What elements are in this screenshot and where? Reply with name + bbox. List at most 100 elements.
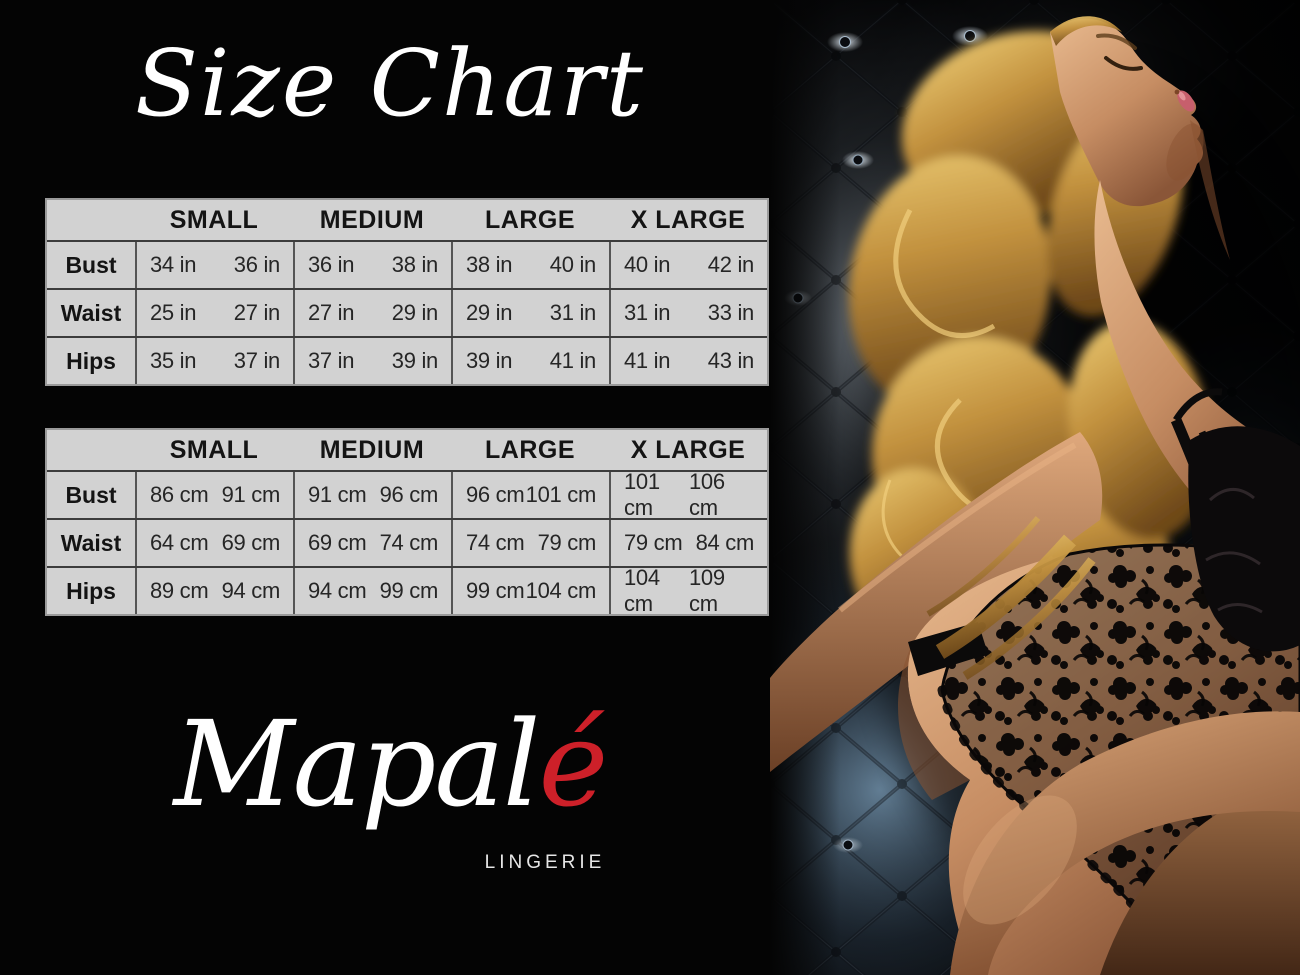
- measurement-value: 36 in: [233, 252, 281, 277]
- measurement-value: 69 cm: [308, 530, 367, 555]
- size-cell: 37 in 39 in: [293, 338, 451, 384]
- measurement-value: 31 in: [624, 300, 671, 325]
- measurement-value: 29 in: [391, 300, 439, 325]
- measurement-value: 39 in: [391, 348, 439, 373]
- row-label: Bust: [65, 251, 117, 278]
- size-cell: 40 in 42 in: [609, 242, 767, 288]
- measurement-value: 99 cm: [466, 578, 525, 603]
- measurement-value: 37 in: [233, 348, 281, 373]
- measurement-value: 25 in: [150, 300, 197, 325]
- size-cell: 35 in 37 in: [135, 338, 293, 384]
- row-label: Waist: [60, 529, 122, 556]
- measurement-value: 86 cm: [150, 482, 209, 507]
- brand-tagline: LINGERIE: [484, 852, 606, 873]
- size-cell: 74 cm 79 cm: [451, 520, 609, 566]
- size-cell: 89 cm 94 cm: [135, 568, 293, 614]
- size-column-header: SMALL: [169, 435, 259, 464]
- table-header-row: SMALL MEDIUM LARGE X LARGE: [47, 430, 767, 470]
- measurement-value: 94 cm: [221, 578, 281, 603]
- table-header-row: SMALL MEDIUM LARGE X LARGE: [47, 200, 767, 240]
- size-cell: 86 cm 91 cm: [135, 472, 293, 518]
- size-cell: 96 cm 101 cm: [451, 472, 609, 518]
- size-cell: 38 in 40 in: [451, 242, 609, 288]
- size-column-header: LARGE: [485, 205, 575, 234]
- table-row: Hips 89 cm 94 cm 94 cm 99 cm 99 cm 104 cm 104 c…: [47, 566, 767, 614]
- measurement-value: 94 cm: [308, 578, 367, 603]
- size-cell: 29 in 31 in: [451, 290, 609, 336]
- size-cell: 69 cm 74 cm: [293, 520, 451, 566]
- size-table-inches: SMALL MEDIUM LARGE X LARGE Bust 34 in 36 in 36 …: [45, 198, 769, 386]
- hair-strands: [926, 516, 1096, 680]
- size-cell: 34 in 36 in: [135, 242, 293, 288]
- size-column-header: MEDIUM: [319, 205, 425, 234]
- measurement-value: 79 cm: [624, 530, 683, 555]
- size-table-centimeters: SMALL MEDIUM LARGE X LARGE Bust 86 cm 91 cm 91 …: [45, 428, 769, 616]
- size-cell: 94 cm 99 cm: [293, 568, 451, 614]
- info-panel: Size Chart SMALL MEDIUM LARGE X LARGE Bust 34…: [0, 30, 780, 900]
- measurement-value: 34 in: [150, 252, 197, 277]
- size-column-header: X LARGE: [630, 205, 746, 234]
- table-row: Bust 34 in 36 in 36 in 38 in 38 in 40 in 40 in 4…: [47, 240, 767, 288]
- size-cell: 91 cm 96 cm: [293, 472, 451, 518]
- size-cell: 79 cm 84 cm: [609, 520, 767, 566]
- model-legs: [950, 711, 1300, 975]
- table-row: Bust 86 cm 91 cm 91 cm 96 cm 96 cm 101 cm 101 c…: [47, 470, 767, 518]
- lace-bra-cup: [1188, 426, 1300, 652]
- size-cell: 31 in 33 in: [609, 290, 767, 336]
- size-column-header: LARGE: [485, 435, 575, 464]
- measurement-value: 84 cm: [695, 530, 755, 555]
- measurement-value: 40 in: [549, 252, 597, 277]
- measurement-value: 101 cm: [624, 472, 660, 518]
- model-arm: [770, 432, 1103, 772]
- size-column-header: MEDIUM: [319, 435, 425, 464]
- measurement-value: 38 in: [466, 252, 513, 277]
- measurement-value: 99 cm: [379, 578, 439, 603]
- measurement-value: 41 in: [549, 348, 597, 373]
- measurement-value: 91 cm: [221, 482, 281, 507]
- corner-cell: [47, 200, 135, 240]
- brand-wordmark: Mapalé: [0, 699, 780, 830]
- measurement-value: 96 cm: [466, 482, 525, 507]
- model-photo: [770, 0, 1300, 975]
- measurement-value: 74 cm: [379, 530, 439, 555]
- size-column-header: SMALL: [169, 205, 259, 234]
- measurement-value: 36 in: [308, 252, 355, 277]
- measurement-value: 96 cm: [379, 482, 439, 507]
- size-cell: 25 in 27 in: [135, 290, 293, 336]
- size-cell: 104 cm 109 cm: [609, 568, 767, 614]
- size-cell: 36 in 38 in: [293, 242, 451, 288]
- measurement-value: 104 cm: [624, 568, 660, 614]
- measurement-value: 27 in: [308, 300, 355, 325]
- row-label: Hips: [66, 347, 116, 374]
- size-column-header: X LARGE: [630, 435, 746, 464]
- measurement-value: 74 cm: [466, 530, 525, 555]
- row-label: Bust: [65, 481, 117, 508]
- size-cell: 101 cm 106 cm: [609, 472, 767, 518]
- size-cell: 27 in 29 in: [293, 290, 451, 336]
- measurement-value: 42 in: [707, 252, 755, 277]
- measurement-value: 29 in: [466, 300, 513, 325]
- measurement-value: 38 in: [391, 252, 439, 277]
- measurement-value: 89 cm: [150, 578, 209, 603]
- wordmark-accent: é: [538, 695, 608, 833]
- measurement-value: 43 in: [707, 348, 755, 373]
- size-cell: 39 in 41 in: [451, 338, 609, 384]
- model-photo-illustration: [770, 0, 1300, 975]
- size-cell: 41 in 43 in: [609, 338, 767, 384]
- measurement-value: 41 in: [624, 348, 671, 373]
- corner-cell: [47, 430, 135, 470]
- row-label: Waist: [60, 299, 122, 326]
- size-cell: 64 cm 69 cm: [135, 520, 293, 566]
- measurement-value: 109 cm: [689, 568, 725, 614]
- table-row: Waist 25 in 27 in 27 in 29 in 29 in 31 in 31 in…: [47, 288, 767, 336]
- measurement-value: 69 cm: [221, 530, 281, 555]
- measurement-value: 101 cm: [525, 482, 597, 507]
- brand-logo: Mapalé LINGERIE: [0, 699, 780, 900]
- measurement-value: 79 cm: [537, 530, 597, 555]
- measurement-value: 106 cm: [689, 472, 725, 518]
- table-row: Hips 35 in 37 in 37 in 39 in 39 in 41 in 41 in 4…: [47, 336, 767, 384]
- measurement-value: 64 cm: [150, 530, 209, 555]
- table-row: Waist 64 cm 69 cm 69 cm 74 cm 74 cm 79 cm 79 cm…: [47, 518, 767, 566]
- measurement-value: 37 in: [308, 348, 355, 373]
